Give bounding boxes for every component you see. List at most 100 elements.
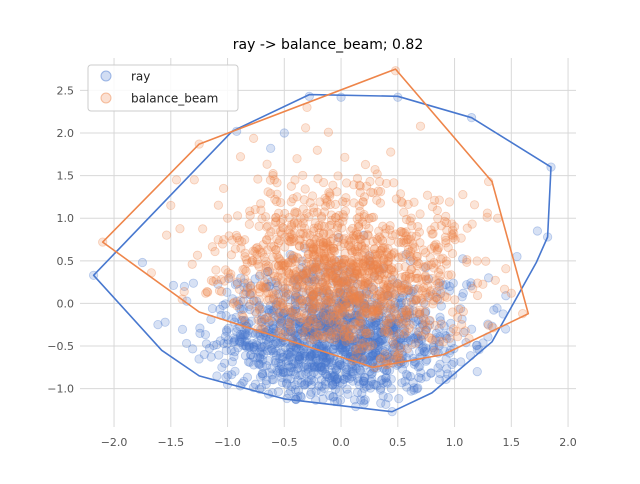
ray-point <box>227 370 235 378</box>
ray-point <box>337 93 345 101</box>
balance-beam-point <box>470 201 478 209</box>
ray-point <box>320 364 328 372</box>
balance-beam-point <box>313 260 321 268</box>
balance-beam-point <box>335 266 343 274</box>
balance-beam-point <box>277 230 285 238</box>
balance-beam-point <box>269 269 277 277</box>
balance-beam-point <box>430 196 438 204</box>
balance-beam-point <box>368 213 376 221</box>
balance-beam-point <box>381 350 389 358</box>
y-tick-label: 0.5 <box>57 255 75 268</box>
ray-point <box>138 258 146 266</box>
ray-point <box>246 358 254 366</box>
balance-beam-point <box>319 283 327 291</box>
ray-point <box>361 396 369 404</box>
ray-point <box>382 400 390 408</box>
balance-beam-point <box>279 296 287 304</box>
balance-beam-point <box>449 234 457 242</box>
balance-beam-point <box>233 212 241 220</box>
balance-beam-point <box>433 206 441 214</box>
y-tick-label: 0.0 <box>57 297 75 310</box>
balance-beam-point <box>491 276 499 284</box>
balance-beam-point <box>386 292 394 300</box>
balance-beam-point <box>417 332 425 340</box>
ray-point <box>205 344 213 352</box>
balance-beam-point <box>301 185 309 193</box>
ray-point <box>295 344 303 352</box>
balance-beam-point <box>500 285 508 293</box>
balance-beam-point <box>203 287 211 295</box>
balance-beam-point <box>459 190 467 198</box>
x-tick-label: 0.5 <box>389 436 407 449</box>
ray-point <box>178 325 186 333</box>
balance-beam-point <box>410 198 418 206</box>
balance-beam-point <box>455 305 463 313</box>
balance-beam-point <box>473 279 481 287</box>
balance-beam-point <box>376 199 384 207</box>
balance-beam-point <box>270 242 278 250</box>
balance-beam-point <box>411 340 419 348</box>
balance-beam-point <box>239 265 247 273</box>
ray-point <box>348 372 356 380</box>
balance-beam-point <box>473 291 481 299</box>
legend-label-balance-beam: balance_beam <box>131 92 218 106</box>
balance-beam-point <box>449 325 457 333</box>
ray-point <box>319 395 327 403</box>
balance-beam-point <box>362 262 370 270</box>
balance-beam-point <box>321 202 329 210</box>
ray-point <box>310 377 318 385</box>
balance-beam-point <box>390 179 398 187</box>
balance-beam-point <box>225 232 233 240</box>
ray-point <box>282 357 290 365</box>
balance-beam-point <box>483 209 491 217</box>
balance-beam-point <box>333 302 341 310</box>
balance-beam-point <box>198 225 206 233</box>
balance-beam-point <box>265 317 273 325</box>
balance-beam-point <box>357 277 365 285</box>
y-tick-label: 2.0 <box>57 127 75 140</box>
balance-beam-point <box>340 333 348 341</box>
balance-beam-point <box>344 282 352 290</box>
balance-beam-point <box>341 292 349 300</box>
x-tick-label: −2.0 <box>101 436 128 449</box>
balance-beam-point <box>451 296 459 304</box>
balance-beam-point <box>386 237 394 245</box>
balance-beam-point <box>441 233 449 241</box>
balance-beam-point <box>281 209 289 217</box>
balance-beam-point <box>292 309 300 317</box>
balance-beam-point <box>322 333 330 341</box>
balance-beam-point <box>353 174 361 182</box>
balance-beam-point <box>423 191 431 199</box>
balance-beam-point <box>334 274 342 282</box>
balance-beam-point <box>453 313 461 321</box>
balance-beam-point <box>402 238 410 246</box>
ray-point <box>189 279 197 287</box>
ray-point <box>266 144 274 152</box>
ray-point <box>195 355 203 363</box>
balance-beam-point <box>325 188 333 196</box>
balance-beam-point <box>447 271 455 279</box>
scatter-points <box>89 67 555 416</box>
balance-beam-point <box>396 282 404 290</box>
ray-point <box>257 383 265 391</box>
balance-beam-point <box>288 251 296 259</box>
balance-beam-point <box>398 273 406 281</box>
balance-beam-point <box>404 285 412 293</box>
balance-beam-point <box>287 328 295 336</box>
ray-point <box>350 396 358 404</box>
balance-beam-point <box>473 257 481 265</box>
ray-point <box>382 378 390 386</box>
x-tick-label: −1.5 <box>157 436 184 449</box>
balance-beam-point <box>259 241 267 249</box>
ray-point <box>490 306 498 314</box>
balance-beam-point <box>301 233 309 241</box>
balance-beam-point <box>356 188 364 196</box>
balance-beam-point <box>342 194 350 202</box>
ray-point <box>219 301 227 309</box>
balance-beam-point <box>190 176 198 184</box>
ray-point <box>533 227 541 235</box>
x-tick-label: −0.5 <box>271 436 298 449</box>
ray-point <box>207 353 215 361</box>
balance-beam-point <box>421 249 429 257</box>
